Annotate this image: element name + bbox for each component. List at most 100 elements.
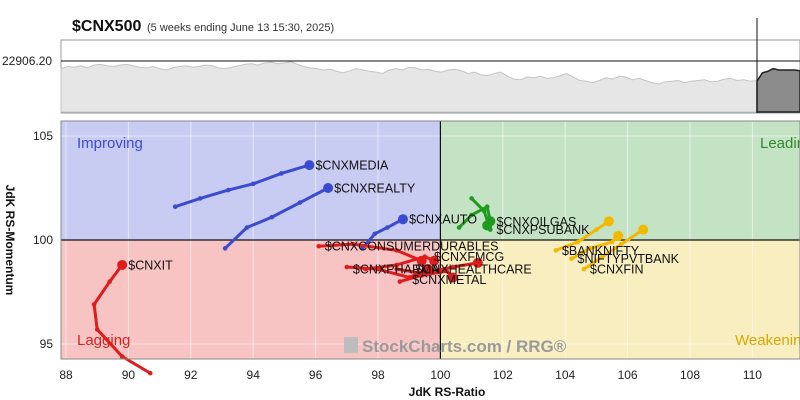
watermark: StockCharts.com / RRG® [344, 337, 567, 356]
series-point [225, 187, 231, 193]
series-head-point [429, 255, 440, 266]
series-point [484, 204, 490, 210]
series-point [581, 266, 587, 272]
series-tail [457, 205, 492, 230]
series-point [344, 264, 350, 270]
series-point [107, 279, 112, 284]
series-label: $CNXFMCG [434, 250, 504, 264]
series-point [119, 354, 125, 359]
watermark-text: StockCharts.com / RRG® [362, 337, 567, 356]
x-tick-label: 88 [59, 368, 73, 382]
series-point [244, 225, 250, 230]
series-point [397, 279, 403, 284]
series-point [594, 227, 599, 232]
x-tick-label: 92 [184, 368, 198, 382]
series-layer [91, 160, 649, 376]
y-axis-label: JdK RS-Momentum [3, 185, 17, 296]
price-panel: 22906.20 [2, 18, 800, 114]
series-point [147, 370, 153, 376]
x-tick-label: 98 [371, 368, 385, 382]
x-tick-label: 96 [309, 368, 323, 382]
series-point [316, 243, 322, 249]
series-tail [360, 217, 405, 250]
x-tick-label: 90 [122, 368, 136, 382]
series-point [422, 254, 428, 259]
series-label: $CNXAUTO [409, 213, 477, 227]
x-axis-ticks: 88 90 92 94 96 98 100 102 104 106 108 110 [59, 368, 762, 382]
series-labels: $CNXMEDIA $CNXREALTY $CNXIT $CNXAUTO $CNXOIL… [128, 159, 679, 287]
series-point [94, 327, 100, 332]
x-tick-label: 108 [680, 368, 700, 382]
price-area [60, 61, 758, 113]
series-tail [395, 261, 480, 275]
series-tail [554, 219, 611, 252]
series-head-point [117, 259, 128, 270]
series-point [569, 256, 574, 262]
series-point [172, 204, 178, 210]
series-point [450, 264, 456, 270]
quadrant-label-leading: Leading [760, 135, 800, 152]
series-point [609, 239, 615, 245]
x-tick-label: 100 [430, 368, 450, 382]
series-point [394, 266, 400, 272]
y-axis-ticks: 95 100 105 [33, 129, 53, 351]
series-point [553, 248, 559, 253]
x-tick-label: 94 [247, 368, 261, 382]
series-point [444, 268, 449, 274]
plot-border [60, 120, 800, 360]
series-head-point [638, 224, 649, 235]
series-label: $CNXCONSUMERDURABLES [325, 240, 499, 254]
series-point [297, 200, 303, 205]
series-point [350, 241, 356, 247]
series-point [394, 248, 400, 253]
x-tick-label: 110 [743, 368, 762, 382]
series-point [375, 266, 381, 272]
x-tick-label: 102 [493, 368, 513, 382]
x-tick-label: 104 [555, 368, 575, 382]
series-point [481, 208, 487, 214]
series-head-point [304, 160, 315, 171]
series-label: $BANKNIFTY [562, 244, 640, 258]
price-level-label: 22906.20 [2, 54, 52, 68]
watermark-logo-icon [344, 337, 358, 353]
series-label: $CNXOILGAS [496, 215, 576, 229]
series-point [197, 196, 203, 201]
series-head-point [397, 214, 408, 225]
quadrant-weakening [440, 240, 800, 359]
series-point [385, 225, 390, 230]
series-point [587, 246, 593, 251]
series-point [419, 273, 424, 278]
series-tail [364, 255, 436, 271]
series-head-point [613, 230, 624, 241]
series-point [372, 231, 378, 237]
y-tick-label: 100 [33, 233, 53, 247]
series-point [250, 181, 256, 187]
quadrant-lagging [61, 240, 441, 359]
x-axis-label: JdK RS-Ratio [409, 385, 486, 399]
series-head-point [323, 183, 334, 193]
series-head-point [603, 216, 614, 227]
series-point [469, 212, 474, 218]
series-point [269, 214, 275, 220]
series-head-point [447, 272, 458, 283]
series-point [575, 239, 580, 245]
series-label: $CNXREALTY [334, 182, 416, 196]
series-tail [173, 163, 311, 209]
quadrant-leading [440, 121, 800, 240]
price-current-area [756, 67, 800, 113]
series-label: $CNXFIN [590, 263, 643, 277]
series-tail [582, 228, 645, 271]
series-label: $CNXPSUBANK [496, 223, 590, 237]
series-point [222, 246, 228, 251]
series-label: $CNXPHARMA [353, 263, 440, 277]
series-point [469, 196, 474, 201]
series-head-point [472, 257, 483, 268]
quadrant-label-lagging: Lagging [77, 332, 130, 349]
x-tick-label: 106 [618, 368, 638, 382]
series-point [619, 241, 624, 247]
series-point [456, 225, 462, 230]
series-head-point [482, 220, 493, 231]
series-point [278, 171, 284, 176]
series-label: $NIFTYPVTBANK [578, 252, 680, 266]
